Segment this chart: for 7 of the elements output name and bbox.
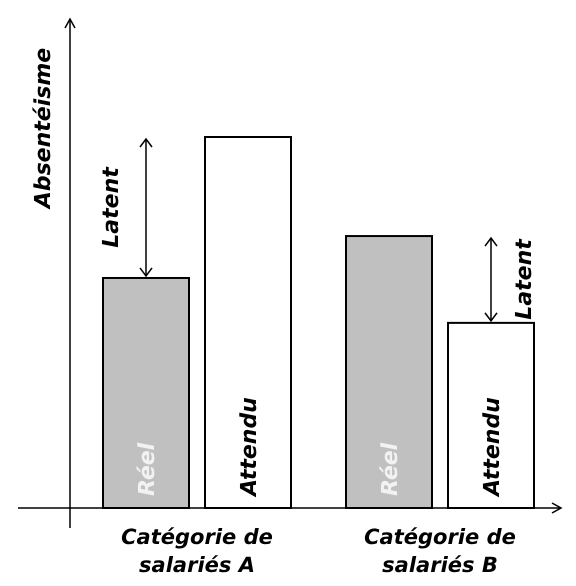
x-tick-label: Catégorie de salariés B: [364, 525, 516, 577]
y-axis-title: Absentéisme: [31, 48, 56, 210]
annotation: Latent: [512, 238, 537, 320]
series-label: Attendu: [237, 397, 262, 498]
annotation: Latent: [99, 166, 124, 248]
text: Attendu: [480, 397, 505, 496]
x-tick-label: Catégorie de salariés A: [121, 525, 273, 577]
